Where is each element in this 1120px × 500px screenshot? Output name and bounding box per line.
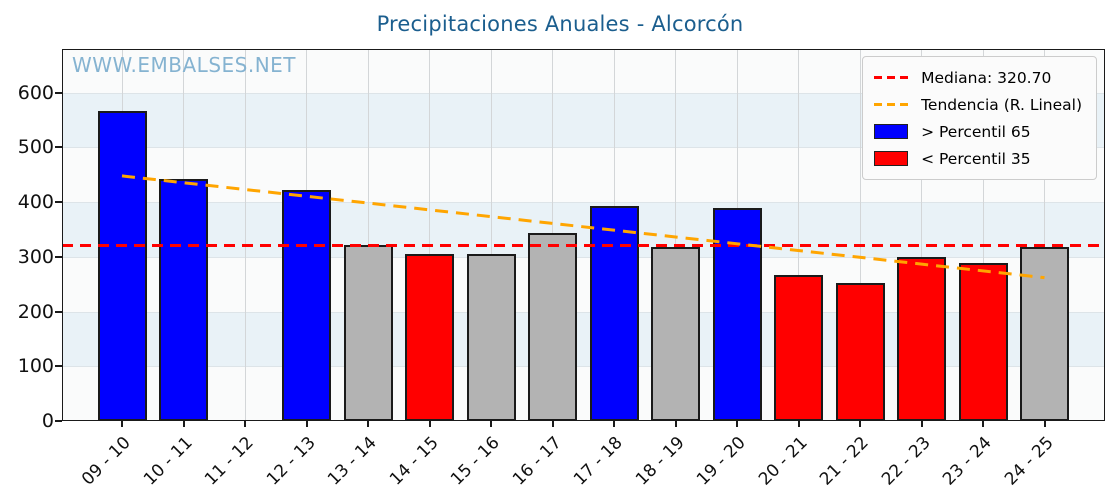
horizontal-gridline xyxy=(62,311,1105,313)
y-tick-mark xyxy=(55,91,62,94)
trend-dashed-line-swatch xyxy=(874,103,909,106)
y-tick-label: 500 xyxy=(17,136,54,159)
reference-lines xyxy=(62,174,1105,280)
watermark: WWW.EMBALSES.NET xyxy=(72,53,297,77)
x-tick-mark xyxy=(121,421,123,427)
bar-20-21 xyxy=(774,275,823,421)
y-tick-label: 0 xyxy=(41,410,54,432)
y-tick-label: 200 xyxy=(17,300,54,323)
y-tick-label: 300 xyxy=(17,245,54,268)
x-tick-mark xyxy=(1043,421,1046,427)
bar-15-16 xyxy=(466,253,516,421)
x-tick-mark xyxy=(859,421,861,427)
horizontal-gridline xyxy=(62,92,1105,94)
x-tick-mark xyxy=(797,421,800,427)
vertical-gridline xyxy=(1044,49,1045,421)
y-tick-mark xyxy=(55,146,62,149)
bar-10-11 xyxy=(159,179,208,421)
bar-22-23 xyxy=(897,256,946,421)
y-tick-label: 600 xyxy=(17,81,54,104)
legend-above-percentile-label: > Percentil 65 xyxy=(921,122,1031,141)
plot-band xyxy=(62,202,1105,257)
y-tick-mark xyxy=(55,310,62,313)
x-tick-mark xyxy=(490,421,492,427)
horizontal-gridline xyxy=(62,256,1105,258)
bar-09-10 xyxy=(97,110,147,421)
x-tick-mark xyxy=(674,421,677,427)
x-tick-mark xyxy=(182,421,185,427)
bar-17-18 xyxy=(589,206,639,421)
x-tick-mark xyxy=(736,421,738,427)
legend-item-below-percentile: < Percentil 35 xyxy=(874,148,1082,169)
y-tick-label: 100 xyxy=(17,355,54,378)
x-tick-mark xyxy=(428,421,431,427)
horizontal-gridline xyxy=(62,147,1105,149)
median-dashed-line-swatch xyxy=(874,76,909,79)
x-tick-mark xyxy=(551,421,554,427)
vertical-gridline xyxy=(244,49,246,421)
x-tick-label: 09 - 10 xyxy=(78,432,135,490)
legend: Mediana: 320.70 Tendencia (R. Lineal) > … xyxy=(862,56,1097,180)
bar-12-13 xyxy=(282,190,331,421)
vertical-gridline xyxy=(675,49,676,421)
legend-trend-label: Tendencia (R. Lineal) xyxy=(921,95,1082,114)
legend-below-percentile-label: < Percentil 35 xyxy=(921,149,1031,168)
above-percentile-swatch xyxy=(874,124,909,139)
y-tick-mark xyxy=(55,201,62,204)
below-percentile-swatch xyxy=(874,151,909,166)
vertical-gridline xyxy=(798,49,799,421)
y-tick-mark xyxy=(55,420,62,422)
bars-layer xyxy=(62,49,1105,421)
x-tick-mark xyxy=(305,421,308,427)
legend-item-trend: Tendencia (R. Lineal) xyxy=(874,94,1082,115)
vertical-gridline xyxy=(982,49,984,421)
horizontal-gridline xyxy=(62,366,1105,368)
bar-18-19 xyxy=(651,247,700,421)
vertical-gridline xyxy=(859,49,861,421)
bar-21-22 xyxy=(835,282,885,421)
vertical-gridline xyxy=(367,49,369,421)
bar-16-17 xyxy=(528,233,577,421)
chart-title: Precipitaciones Anuales - Alcorcón xyxy=(376,12,744,36)
x-tick-mark xyxy=(982,421,984,427)
vertical-gridline xyxy=(921,49,922,421)
legend-item-median: Mediana: 320.70 xyxy=(874,67,1082,88)
vertical-gridline xyxy=(429,49,430,421)
trend-line xyxy=(121,174,1045,280)
bar-23-24 xyxy=(958,263,1008,421)
legend-median-label: Mediana: 320.70 xyxy=(921,68,1052,87)
legend-item-above-percentile: > Percentil 65 xyxy=(874,121,1082,142)
y-tick-mark xyxy=(55,365,62,368)
x-tick-mark xyxy=(920,421,923,427)
x-tick-mark xyxy=(613,421,615,427)
y-tick-mark xyxy=(55,255,62,258)
y-tick-label: 400 xyxy=(17,191,54,214)
bar-14-15 xyxy=(405,254,454,421)
horizontal-gridline xyxy=(62,202,1105,204)
x-tick-mark xyxy=(244,421,246,427)
x-tick-mark xyxy=(367,421,369,427)
vertical-gridline xyxy=(490,49,492,421)
